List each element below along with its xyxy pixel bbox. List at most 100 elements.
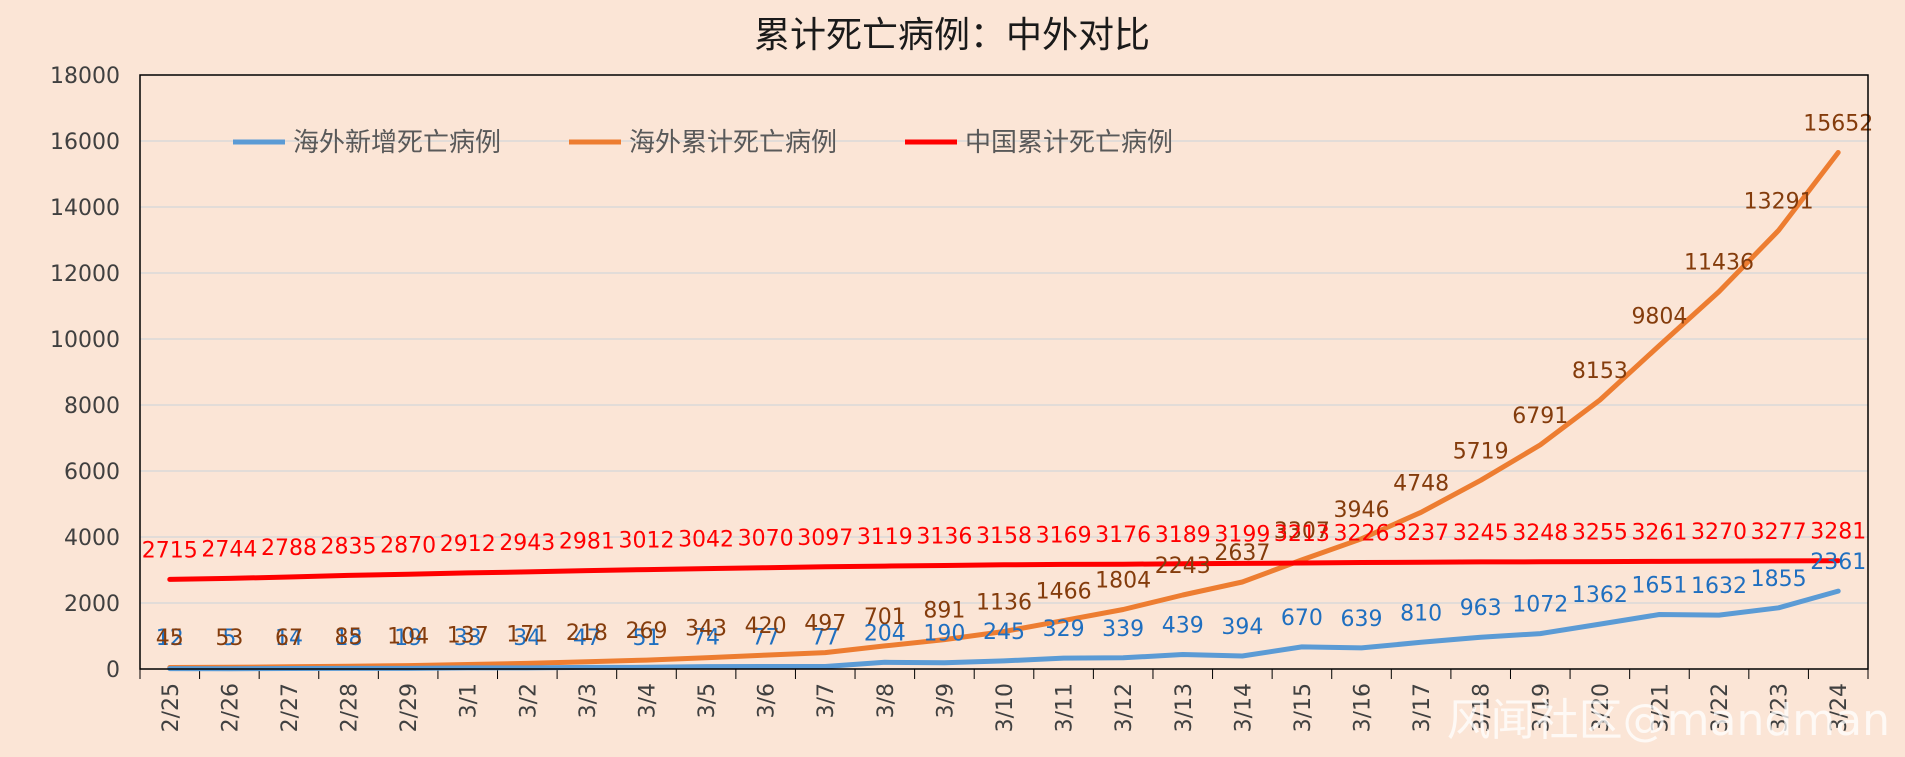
data-label-2: 2943 [499,531,555,556]
data-label-1: 67 [275,626,303,651]
data-label-1: 1136 [976,591,1032,616]
watermark: 风闻社区@mandman [1447,695,1890,746]
y-tick-label: 10000 [50,328,120,353]
y-tick-label: 2000 [64,592,120,617]
legend-label: 海外累计死亡病例 [629,128,837,158]
data-label-1: 701 [864,605,906,630]
data-label-1: 420 [745,614,787,639]
data-label-2: 2788 [261,536,317,561]
data-label-2: 3070 [738,527,794,552]
data-label-0: 1362 [1572,583,1628,608]
data-label-0: 34 [513,626,541,651]
data-label-0: 5 [222,626,236,651]
data-label-2: 2870 [380,533,436,558]
data-label-1: 218 [566,621,608,646]
data-label-2: 3255 [1572,521,1628,546]
data-label-2: 3237 [1393,521,1449,546]
data-label-1: 2243 [1155,554,1211,579]
x-tick-label: 3/5 [695,683,720,718]
data-label-0: 394 [1221,615,1263,640]
data-label-0: 18 [335,626,363,651]
x-tick-label: 3/10 [993,683,1018,732]
data-label-1: 9804 [1631,304,1687,329]
data-label-0: 1651 [1631,574,1687,599]
data-label-2: 3119 [857,525,913,550]
data-label-0: 190 [923,622,965,647]
data-label-2: 2912 [440,532,496,557]
data-label-0: 639 [1341,607,1383,632]
data-label-1: 8153 [1572,359,1628,384]
data-label-1: 3946 [1334,498,1390,523]
y-tick-label: 14000 [50,196,120,221]
x-axis-ticks: 2/25 2/26 2/27 2/28 2/29 3/1 3/2 3/3 3/4 3/5 3/6 3/… [139,669,1869,732]
chart-title: 累计死亡病例：中外对比 [754,15,1150,56]
x-tick-label: 3/23 [1768,683,1793,732]
data-label-0: 12 [156,626,184,651]
x-tick-label: 3/17 [1410,683,1435,732]
data-label-2: 3270 [1691,520,1747,545]
data-label-1: 85 [335,625,363,650]
data-label-0: 204 [864,621,906,646]
data-label-2: 2981 [559,530,615,555]
data-label-1: 104 [387,625,429,650]
data-label-0: 77 [811,625,839,650]
x-tick-label: 3/14 [1231,683,1256,732]
data-label-0: 1632 [1691,574,1747,599]
x-tick-label: 3/16 [1351,683,1376,732]
data-label-2: 2835 [321,534,377,559]
x-tick-label: 2/25 [159,683,184,732]
y-tick-label: 6000 [64,460,120,485]
data-label-0: 1855 [1751,567,1807,592]
y-tick-label: 12000 [50,262,120,287]
series-line-0 [167,588,1841,672]
x-tick-label: 3/13 [1172,683,1197,732]
data-label-0: 74 [692,626,720,651]
x-tick-label: 3/15 [1291,683,1316,732]
x-tick-label: 3/22 [1708,683,1733,732]
data-label-2: 3042 [678,528,734,553]
data-label-0: 33 [454,626,482,651]
x-tick-label: 2/26 [218,683,243,732]
data-label-0: 2361 [1810,550,1866,575]
data-label-1: 6791 [1512,404,1568,429]
data-label-2: 3281 [1810,520,1866,545]
series-line-1 [167,150,1841,670]
x-tick-label: 3/3 [576,683,601,718]
y-tick-label: 0 [106,658,120,683]
data-label-2: 3012 [618,529,674,554]
data-label-0: 963 [1460,596,1502,621]
x-tick-label: 3/21 [1648,683,1673,732]
data-label-2: 3097 [797,526,853,551]
data-label-0: 339 [1102,617,1144,642]
data-label-1: 1466 [1036,580,1092,605]
data-label-1: 891 [923,599,965,624]
data-label-0: 14 [275,626,303,651]
data-label-2: 3169 [1036,523,1092,548]
data-label-2: 3248 [1512,521,1568,546]
x-tick-label: 3/2 [516,683,541,718]
data-label-0: 810 [1400,601,1442,626]
data-label-0: 329 [1043,617,1085,642]
data-label-2: 2715 [142,538,198,563]
legend-label: 中国累计死亡病例 [965,128,1173,158]
x-tick-label: 3/19 [1529,683,1554,732]
data-label-2: 3213 [1274,522,1330,547]
data-label-2: 3226 [1334,522,1390,547]
legend: 海外新增死亡病例 海外累计死亡病例 中国累计死亡病例 [233,128,1173,158]
data-label-2: 3189 [1155,523,1211,548]
data-label-2: 3136 [916,525,972,550]
data-label-1: 5719 [1453,439,1509,464]
data-label-1: 11436 [1684,251,1754,276]
y-tick-label: 16000 [50,130,120,155]
x-tick-label: 2/29 [397,683,422,732]
plot-border [139,74,1869,670]
gridlines [140,140,1868,604]
x-tick-label: 3/4 [635,683,660,718]
data-label-0: 51 [632,626,660,651]
x-tick-label: 2/28 [338,683,363,732]
y-tick-label: 4000 [64,526,120,551]
data-label-2: 3261 [1631,520,1687,545]
y-axis-ticks: 0 2000 4000 6000 8000 10000 12000 14000 16000 180… [50,64,120,683]
